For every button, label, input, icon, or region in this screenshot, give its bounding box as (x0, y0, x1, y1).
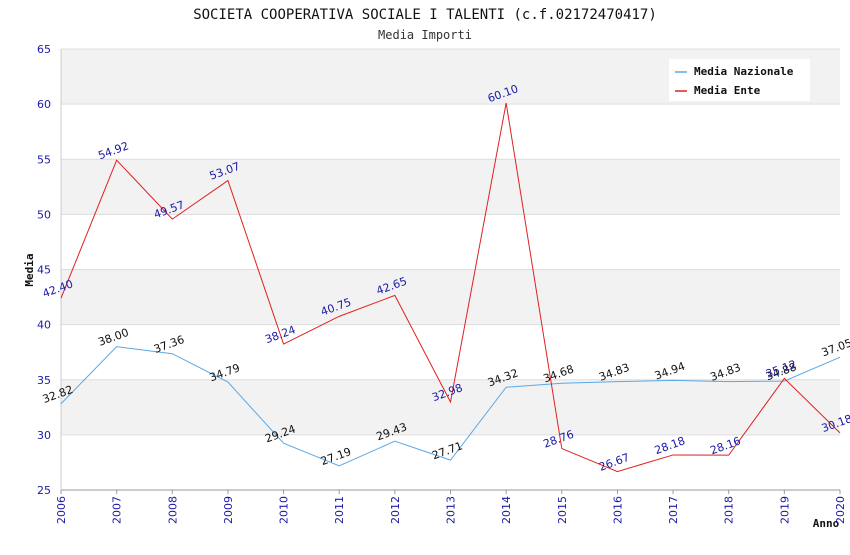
legend-label-media-ente: Media Ente (694, 84, 761, 97)
x-tick-label: 2016 (611, 496, 624, 524)
x-tick-label: 2012 (389, 496, 402, 524)
y-tick-label: 65 (37, 43, 51, 56)
x-tick-label: 2011 (333, 496, 346, 524)
x-tick-label: 2017 (667, 496, 680, 524)
chart-subtitle: Media Importi (378, 28, 472, 42)
series-line-media-nazionale (60, 346, 841, 467)
series-line-media-ente (60, 102, 841, 473)
x-tick-label: 2010 (278, 496, 291, 524)
y-tick-label: 35 (37, 374, 51, 387)
x-tick-label: 2006 (55, 496, 68, 524)
grid-band (61, 159, 840, 215)
grid-band (61, 324, 840, 380)
x-axis-ticks: 2006 2007 2008 2009 2010 2011 2012 2013 2014 2015… (55, 490, 847, 524)
x-tick-label: 2018 (723, 496, 736, 524)
series-lines (60, 102, 841, 473)
x-tick-label: 2015 (556, 496, 569, 524)
x-tick-label: 2019 (778, 496, 791, 524)
x-tick-label: 2020 (834, 496, 847, 524)
grid-band (61, 214, 840, 270)
y-tick-label: 25 (37, 484, 51, 497)
y-tick-label: 60 (37, 98, 51, 111)
grid-band (61, 379, 840, 435)
x-tick-label: 2008 (166, 496, 179, 524)
y-tick-label: 45 (37, 264, 51, 277)
grid-band (61, 269, 840, 325)
grid-band (61, 434, 840, 490)
legend-label-media-nazionale: Media Nazionale (694, 65, 794, 78)
x-tick-label: 2013 (445, 496, 458, 524)
grid-band (61, 104, 840, 160)
y-axis-label: Media (23, 253, 36, 286)
y-tick-label: 40 (37, 319, 51, 332)
y-tick-label: 30 (37, 429, 51, 442)
y-tick-label: 50 (37, 208, 51, 221)
grid-bands (61, 49, 840, 490)
x-tick-label: 2009 (222, 496, 235, 524)
y-tick-label: 55 (37, 153, 51, 166)
x-tick-label: 2014 (500, 496, 513, 524)
legend: Media Nazionale Media Ente (669, 59, 810, 101)
y-axis-ticks: 25 30 35 40 45 50 55 60 65 (37, 43, 51, 497)
chart-title: SOCIETA COOPERATIVA SOCIALE I TALENTI (c… (193, 7, 657, 23)
x-tick-label: 2007 (111, 496, 124, 524)
x-axis-label: Anno (813, 517, 840, 530)
legend-box (669, 59, 810, 101)
